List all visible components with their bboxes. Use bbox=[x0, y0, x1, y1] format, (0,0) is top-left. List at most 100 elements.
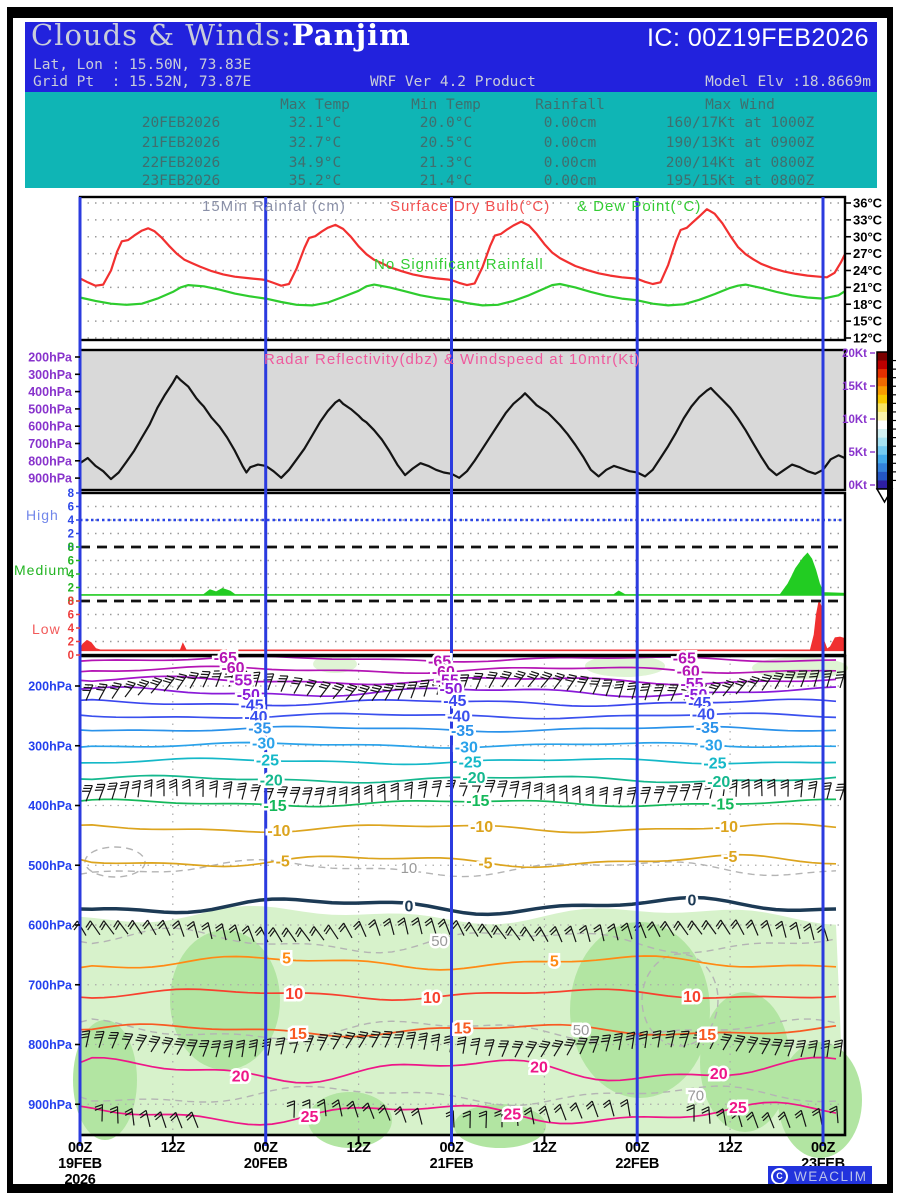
cloud-high-label: High bbox=[26, 507, 59, 523]
contour-label: -15 bbox=[466, 793, 489, 810]
colorbar-segment bbox=[877, 369, 892, 379]
contour-label: 20 bbox=[530, 1059, 548, 1076]
temp-contour bbox=[79, 655, 837, 663]
pressure-ytick: 300hPa bbox=[28, 739, 73, 753]
time-tick-label: 12Z bbox=[160, 1140, 185, 1156]
temp-contour bbox=[79, 757, 837, 766]
cloud-ytick: 4 bbox=[68, 623, 75, 635]
radar-title: Radar Reflectivity(dbz) & Windspeed at 1… bbox=[264, 351, 641, 368]
cloud-ytick: 0 bbox=[68, 650, 74, 662]
temp-contour bbox=[79, 675, 837, 686]
contour-label: -55 bbox=[436, 672, 459, 689]
temp-ytick: 30°C bbox=[853, 229, 883, 244]
contour-label: 0 bbox=[404, 899, 413, 916]
contour-label: 10 bbox=[423, 990, 441, 1007]
temp-contour bbox=[79, 712, 837, 720]
radar-ytick: 200hPa bbox=[28, 351, 73, 365]
colorbar-label: 5Kt bbox=[848, 447, 867, 459]
page-title: Clouds & Winds:Panjim bbox=[31, 18, 411, 52]
wind-barbs bbox=[71, 669, 847, 1129]
station-name: Panjim bbox=[291, 18, 411, 52]
rh-dense-patch bbox=[700, 992, 790, 1132]
temp-contour bbox=[79, 698, 837, 708]
rh-contour bbox=[641, 953, 719, 1047]
colorbar-label: 20Kt bbox=[842, 348, 867, 360]
table-header: Max Wind bbox=[705, 97, 775, 113]
rh-dense-patch bbox=[778, 1042, 862, 1158]
contour-label: -65 bbox=[428, 654, 451, 671]
table-header: Max Temp bbox=[280, 97, 350, 113]
table-cell: 34.9°C bbox=[288, 155, 342, 171]
contour-label: -5 bbox=[723, 849, 737, 866]
temp-ytick: 18°C bbox=[853, 297, 883, 312]
contour-label: 15 bbox=[289, 1026, 307, 1043]
contour-label: -25 bbox=[256, 752, 279, 769]
cloud-ytick: 2 bbox=[68, 529, 74, 541]
colorbar-arrow bbox=[875, 488, 894, 504]
colorbar-segment bbox=[877, 386, 892, 396]
rh-contour bbox=[79, 927, 837, 954]
colorbar-segment bbox=[877, 471, 892, 481]
cloud-ytick: 0 bbox=[68, 596, 74, 608]
colorbar-label: 10Kt bbox=[842, 414, 867, 426]
contour-label: -40 bbox=[447, 708, 470, 725]
temp-contour bbox=[79, 665, 837, 675]
contour-label: -10 bbox=[715, 819, 738, 836]
cloud-ytick: 2 bbox=[68, 637, 74, 649]
temp-ytick: 33°C bbox=[853, 212, 883, 227]
contour-label: -30 bbox=[455, 740, 478, 757]
colorbar-segment bbox=[877, 463, 892, 473]
surface-series bbox=[79, 282, 846, 307]
cloud-ytick: 8 bbox=[68, 596, 75, 608]
temp-ytick: 36°C bbox=[853, 196, 883, 211]
contour-label: -50 bbox=[237, 687, 260, 704]
rh-contour bbox=[79, 1018, 837, 1043]
colorbar-segment bbox=[877, 394, 892, 404]
colorbar-segment bbox=[877, 446, 892, 456]
header: Clouds & Winds:Panjim IC: 00Z19FEB2026 L… bbox=[25, 18, 877, 92]
temp-contour bbox=[79, 988, 837, 1001]
rh-dense-patch bbox=[454, 1104, 546, 1148]
cloud-ytick: 8 bbox=[68, 488, 75, 500]
time-axis: 00Z 19FEB 2026 12Z 00Z 20FEB 12Z 00Z 21FEB 12… bbox=[0, 1140, 900, 1192]
contour-label: -5 bbox=[478, 856, 492, 873]
rh-top-patch bbox=[585, 655, 665, 677]
pressure-ytick: 200hPa bbox=[28, 680, 73, 694]
contour-label: -5 bbox=[276, 853, 290, 870]
contour-label: 20 bbox=[710, 1066, 728, 1083]
contour-label: -50 bbox=[684, 687, 707, 704]
contour-label: -30 bbox=[252, 736, 275, 753]
pressure-ytick: 900hPa bbox=[28, 1098, 73, 1112]
cloud-ytick: 2 bbox=[68, 583, 74, 595]
time-tick-label: 00Z 20FEB bbox=[243, 1140, 288, 1172]
contour-label: 25 bbox=[729, 1100, 747, 1117]
contour-label: -35 bbox=[248, 721, 271, 738]
pressure-ytick: 400hPa bbox=[28, 799, 73, 813]
contour-label: 0 bbox=[688, 893, 697, 910]
temp-ytick: 15°C bbox=[853, 314, 883, 329]
contour-label: -55 bbox=[229, 672, 252, 689]
cloud-ytick: 4 bbox=[68, 515, 75, 527]
contour-label: -25 bbox=[459, 754, 482, 771]
contour-label: 5 bbox=[550, 954, 559, 971]
cloud-ytick: 6 bbox=[68, 556, 74, 568]
table-cell: 0.00cm bbox=[543, 173, 597, 189]
contour-label: -20 bbox=[260, 772, 283, 789]
radar-ytick: 500hPa bbox=[28, 402, 73, 416]
temp-ytick: 12°C bbox=[853, 331, 883, 346]
temp-contour bbox=[79, 895, 837, 917]
rh-label: 50 bbox=[573, 1022, 590, 1039]
table-cell: 200/14Kt at 0800Z bbox=[665, 155, 815, 171]
colorbar-segment bbox=[877, 454, 892, 464]
forecast-table: Max Temp Min Temp Rainfall Max Wind 20FEB202… bbox=[25, 92, 877, 189]
temp-contour bbox=[79, 822, 837, 834]
model-elev-label: Model Elv :18.8669m bbox=[705, 74, 871, 90]
weaclim-logo: C WEACLIM bbox=[768, 1166, 872, 1187]
contour-label: -60 bbox=[221, 660, 244, 677]
radar-ytick: 900hPa bbox=[28, 472, 73, 486]
time-tick-label: 12Z bbox=[346, 1140, 371, 1156]
temp-contour bbox=[79, 686, 837, 698]
table-cell: 35.2°C bbox=[288, 173, 342, 189]
table-cell: 20.0°C bbox=[419, 115, 473, 131]
contour-label: -10 bbox=[470, 819, 493, 836]
